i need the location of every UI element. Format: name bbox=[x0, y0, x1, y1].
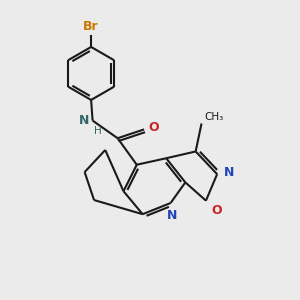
Text: O: O bbox=[148, 122, 159, 134]
Text: N: N bbox=[224, 166, 234, 179]
Text: N: N bbox=[79, 114, 90, 127]
Text: H: H bbox=[94, 126, 102, 136]
Text: CH₃: CH₃ bbox=[205, 112, 224, 122]
Text: O: O bbox=[212, 204, 223, 217]
Text: N: N bbox=[167, 209, 177, 223]
Text: Br: Br bbox=[83, 20, 99, 33]
